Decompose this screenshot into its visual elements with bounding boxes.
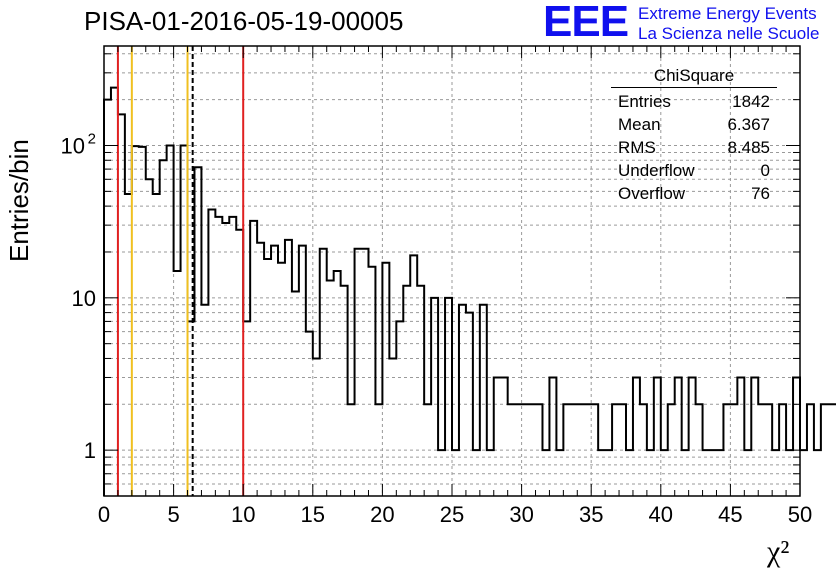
stats-title: ChiSquare	[611, 66, 777, 88]
run-title: PISA-01-2016-05-19-00005	[84, 6, 404, 36]
x-tick-label: 25	[440, 502, 464, 527]
x-tick-label: 15	[301, 502, 325, 527]
stats-row-mean: Mean 6.367	[611, 113, 777, 136]
x-tick-label: 50	[788, 502, 812, 527]
stats-label: Overflow	[618, 184, 686, 203]
stats-row-underflow: Underflow 0	[611, 159, 777, 182]
marker-layer	[116, 46, 245, 496]
stats-row-overflow: Overflow 76	[611, 182, 777, 205]
stats-label: Entries	[618, 92, 671, 111]
x-tick-label: 45	[718, 502, 742, 527]
y-axis-label: Entries/bin	[4, 139, 34, 262]
x-tick-label: 0	[98, 502, 110, 527]
x-tick-label: 30	[509, 502, 533, 527]
x-tick-label: 20	[370, 502, 394, 527]
y-tick-label: 10	[72, 286, 96, 311]
stats-value: 0	[760, 161, 770, 180]
logo-line-2: La Scienza nelle Scuole	[638, 24, 820, 43]
stats-value: 8.485	[727, 138, 770, 157]
y-tick-label: 10	[61, 133, 85, 158]
x-tick-label: 40	[649, 502, 673, 527]
stats-label: Mean	[618, 115, 661, 134]
y-tick-label-exponent: 2	[88, 130, 96, 147]
histogram-outline	[103, 86, 836, 496]
stats-row-entries: Entries 1842	[611, 90, 777, 113]
eee-logo-mark: EEE	[543, 0, 629, 46]
stats-row-rms: RMS 8.485	[611, 136, 777, 159]
frame-layer	[103, 45, 801, 497]
x-tick-label: 5	[167, 502, 179, 527]
stats-value: 1842	[732, 92, 770, 111]
histogram-layer	[103, 86, 836, 496]
y-tick-label: 1	[84, 438, 96, 463]
x-tick-label: 10	[231, 502, 255, 527]
stats-label: Underflow	[618, 161, 695, 180]
stats-value: 76	[751, 184, 770, 203]
stats-value: 6.367	[727, 115, 770, 134]
logo-line-1: Extreme Energy Events	[638, 4, 817, 23]
stats-box: ChiSquare Entries 1842 Mean 6.367 RMS 8.…	[611, 66, 777, 205]
x-tick-labels: 0 5 10 15 20 25 30 35 40 45 50	[98, 502, 812, 527]
stats-label: RMS	[618, 138, 656, 157]
x-axis-label: χ²	[767, 535, 790, 568]
x-tick-label: 35	[579, 502, 603, 527]
